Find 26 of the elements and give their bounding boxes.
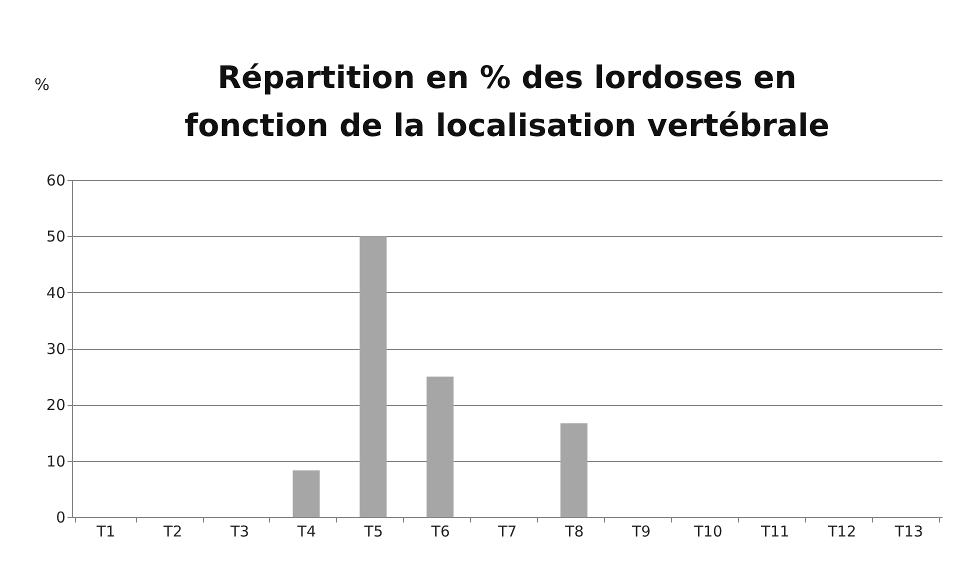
y-tick-label: 40: [46, 284, 66, 302]
x-tick-label: T11: [760, 522, 790, 540]
bar: [360, 236, 387, 517]
y-tick-label: 10: [46, 452, 66, 470]
x-tick-label: T6: [430, 522, 450, 540]
x-tick-label: T3: [229, 522, 250, 540]
y-tick-label: 50: [46, 228, 66, 246]
y-tick-label: 60: [46, 172, 66, 190]
x-tick-label: T1: [96, 522, 116, 540]
x-tick-label: T2: [162, 522, 182, 540]
bar: [426, 376, 454, 517]
x-tick-label: T13: [894, 522, 924, 540]
x-tick-label: T7: [497, 522, 517, 540]
text: %: [34, 75, 50, 94]
bar: [292, 470, 320, 517]
x-tick-label: T5: [363, 522, 384, 540]
y-tick-label: 30: [46, 340, 66, 358]
x-tick-label: T4: [296, 522, 316, 540]
y-tick-label: 20: [46, 396, 66, 414]
x-tick-label: T9: [630, 522, 651, 540]
x-tick-label: T8: [564, 522, 584, 540]
y-tick-label: 0: [56, 508, 66, 526]
bar: [560, 423, 588, 517]
x-tick-label: T10: [693, 522, 722, 540]
chart-title: Répartition en % des lordoses en fonction de la localisation vertébrale: [184, 60, 830, 144]
x-tick-label: T12: [826, 522, 856, 540]
